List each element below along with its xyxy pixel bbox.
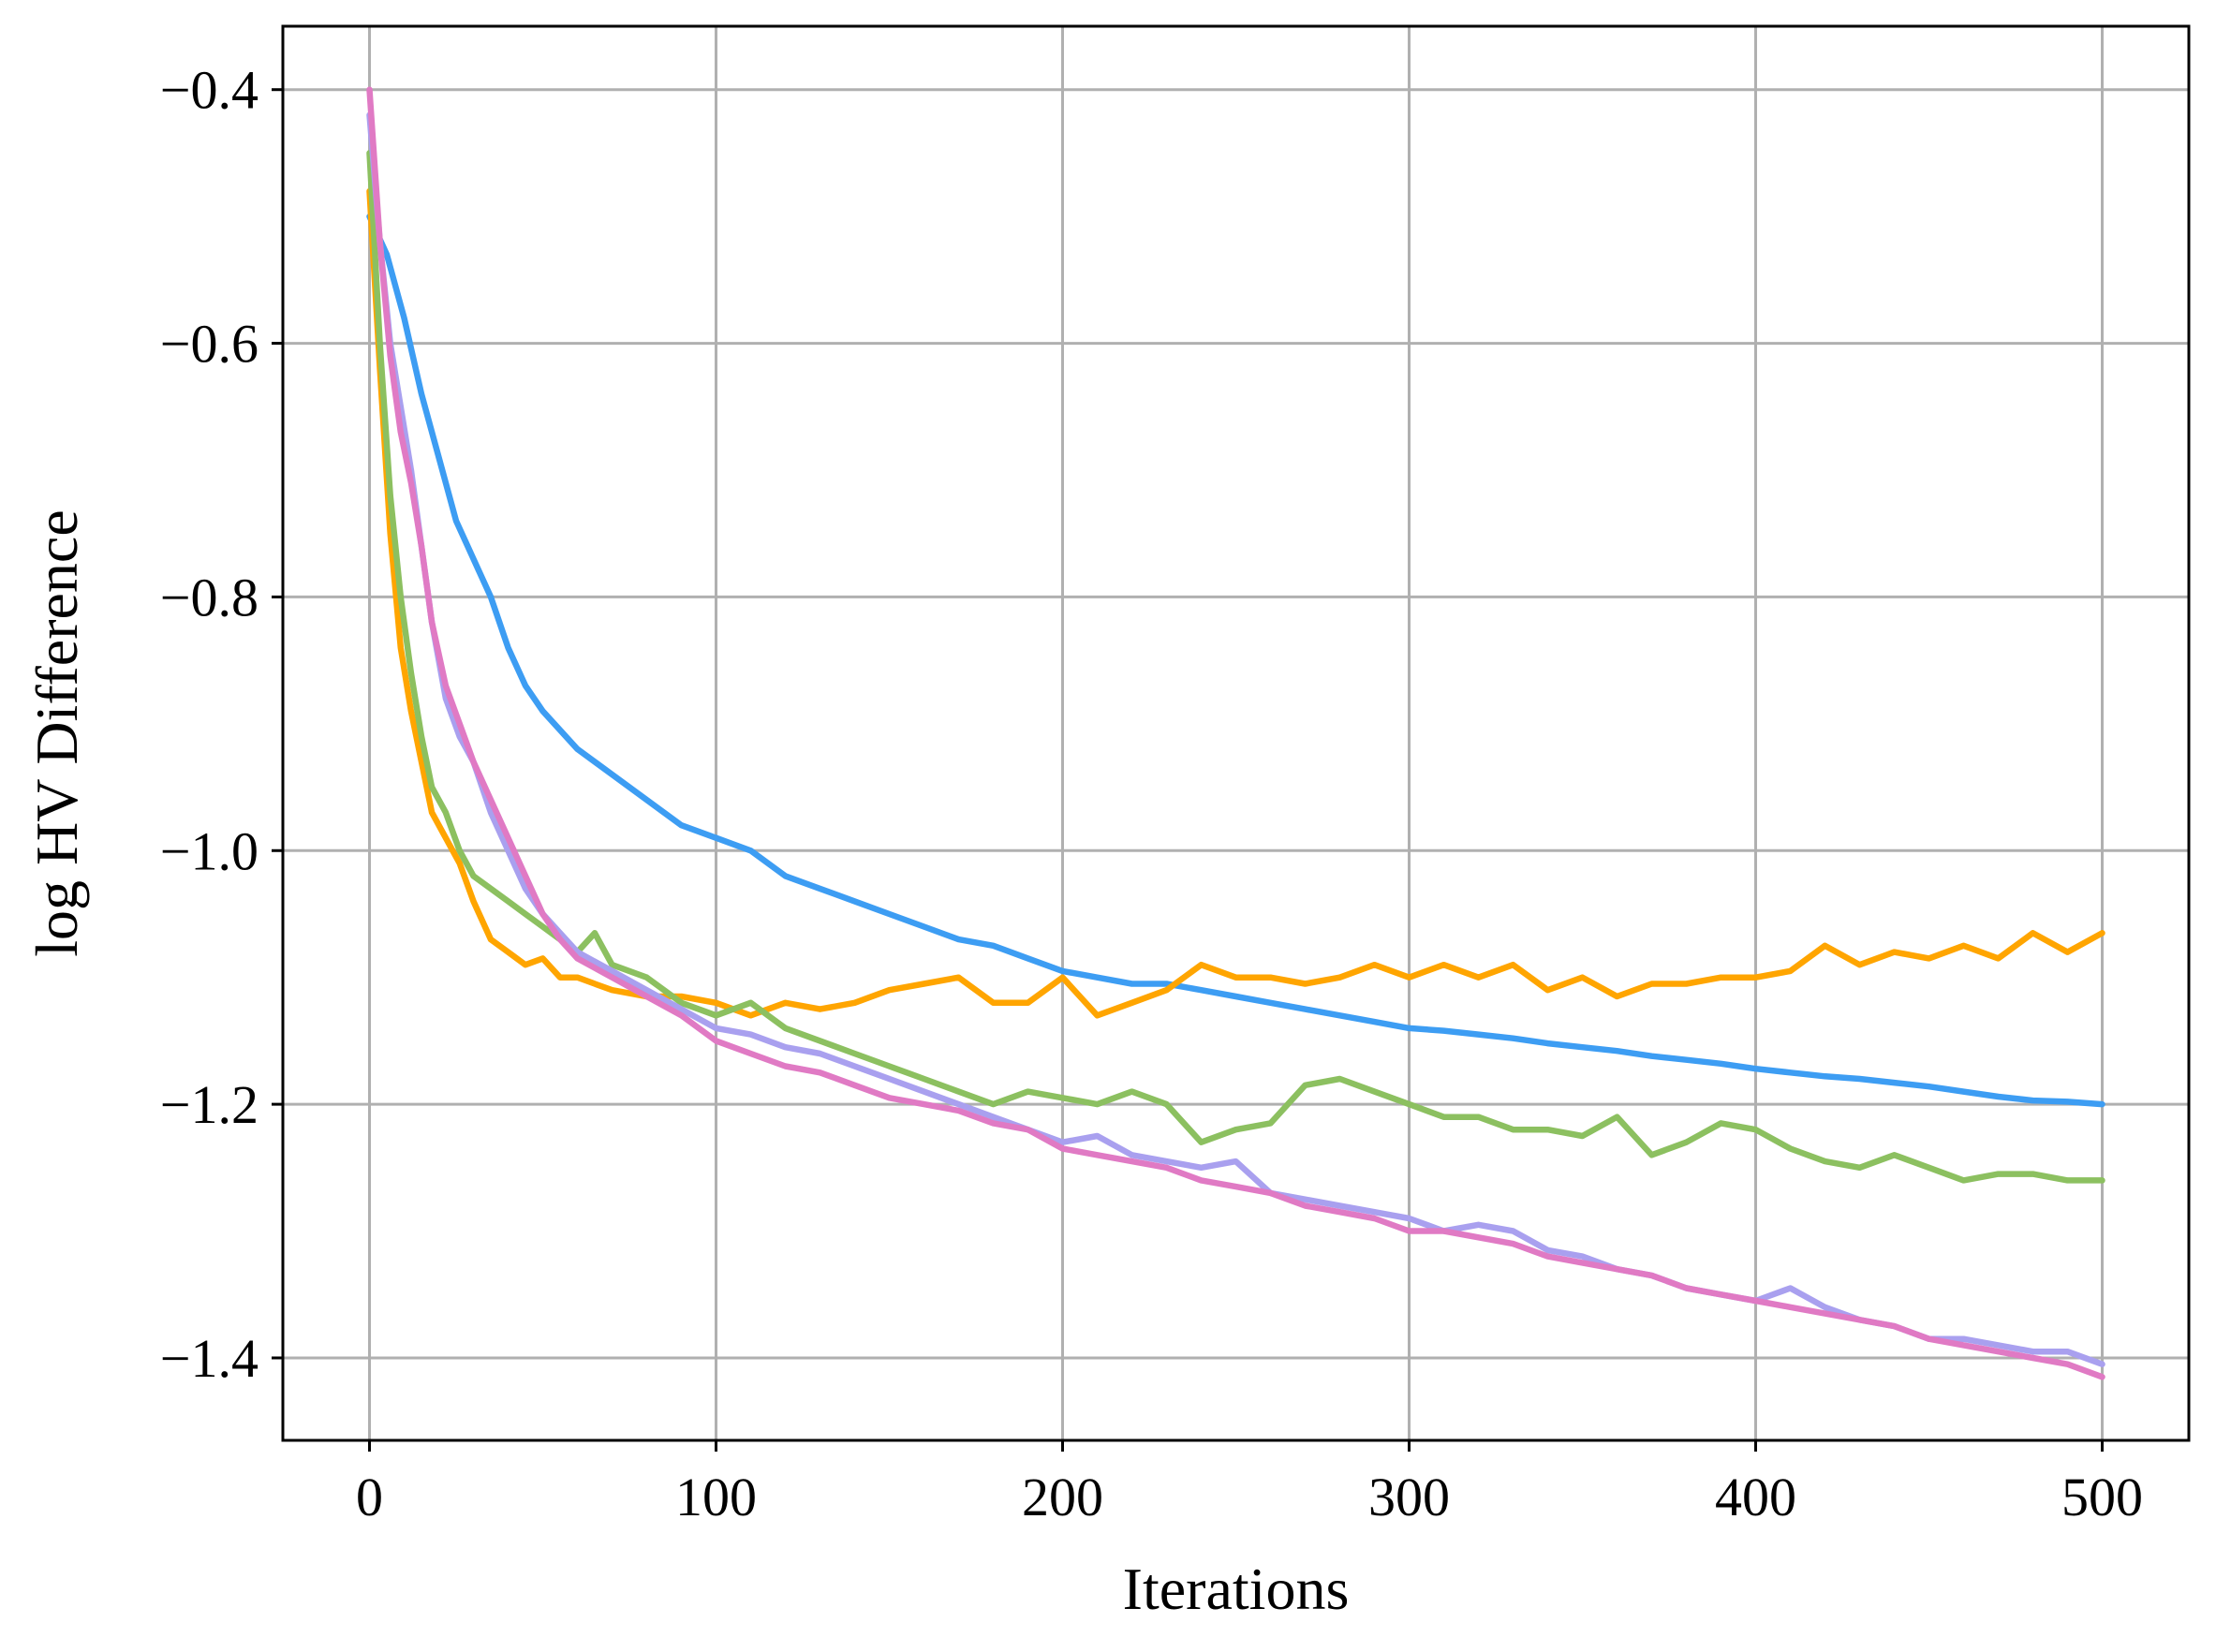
x-tick-label: 0 [356, 1467, 383, 1527]
y-tick-label: −1.0 [160, 820, 259, 881]
x-tick-label: 200 [1022, 1467, 1103, 1527]
x-tick-label: 100 [675, 1467, 757, 1527]
series-line-2 [366, 187, 2105, 1019]
series-lines [366, 86, 2105, 1380]
series-line-4 [366, 111, 2105, 1367]
series-line-5 [366, 86, 2105, 1380]
axis-ticks: 0 100 200 300 400 500 −0.4 −0.6 −0.8 −1.0 −1.2 −1.4 [160, 60, 2143, 1527]
x-tick-label: 400 [1715, 1467, 1796, 1527]
y-tick-label: −0.4 [160, 60, 259, 121]
y-tick-label: −1.4 [160, 1328, 259, 1389]
y-tick-label: −1.2 [160, 1074, 259, 1135]
x-tick-label: 300 [1368, 1467, 1450, 1527]
plot-frame [281, 24, 2191, 1442]
series-line-3 [366, 150, 2105, 1184]
x-axis-title: Iterations [1123, 1556, 1350, 1622]
series-line-1 [366, 213, 2105, 1108]
y-axis-title: log HV Difference [23, 509, 90, 956]
grid [283, 26, 2189, 1440]
y-tick-label: −0.6 [160, 314, 259, 375]
x-tick-label: 500 [2061, 1467, 2143, 1527]
y-tick-label: −0.8 [160, 567, 259, 627]
